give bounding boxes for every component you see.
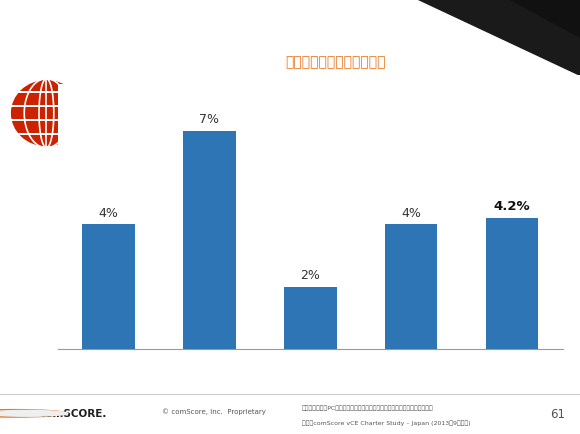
Circle shape: [0, 410, 67, 417]
Bar: [82, 225, 135, 349]
Bar: [183, 132, 235, 349]
Circle shape: [0, 411, 68, 416]
Text: 7%: 7%: [200, 113, 219, 126]
Text: 上記数値は世界的な平均に近い: 上記数値は世界的な平均に近い: [12, 57, 110, 70]
Polygon shape: [510, 0, 580, 38]
Text: comSCORE.: comSCORE.: [39, 408, 107, 418]
Circle shape: [9, 79, 84, 148]
Bar: [284, 287, 336, 349]
Text: 4%: 4%: [99, 206, 118, 219]
Text: 4.2%: 4.2%: [494, 200, 531, 213]
Text: 出典：comScore vCE Charter Study – Japan (2013年9月発表): 出典：comScore vCE Charter Study – Japan (2…: [302, 420, 470, 425]
Text: 国内キャンペーンにおける、国外への配信比率は4.2%: 国内キャンペーンにおける、国外への配信比率は4.2%: [12, 23, 268, 38]
Text: © comScore, Inc.  Proprietary: © comScore, Inc. Proprietary: [162, 407, 266, 414]
Bar: [486, 219, 538, 349]
Bar: [385, 225, 437, 349]
Text: 家または職場のPCからアクセスした全１５歳以上のインターネットユーザー: 家または職場のPCからアクセスした全１５歳以上のインターネットユーザー: [302, 404, 433, 410]
Text: 61: 61: [550, 407, 566, 420]
Text: 4%: 4%: [401, 206, 421, 219]
Text: ターゲット地域外への配信: ターゲット地域外への配信: [285, 55, 386, 69]
Text: 2%: 2%: [300, 269, 320, 282]
Polygon shape: [418, 0, 580, 76]
